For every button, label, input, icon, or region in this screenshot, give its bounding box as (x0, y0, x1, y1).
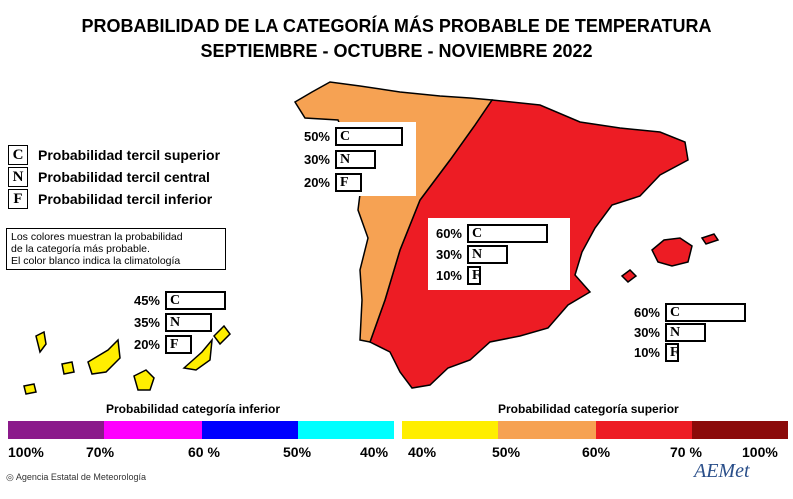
legend-letter-box: F (8, 189, 28, 209)
note-line: Los colores muestran la probabilidad (11, 231, 183, 243)
scale-tick: 40% (408, 444, 437, 460)
scale-swatch-inferior-1 (8, 421, 104, 439)
canarias-la-gomera (61, 361, 75, 375)
scale-swatch-superior-3 (596, 421, 692, 439)
panel-canarias: 45% C 35% N 20% F (126, 288, 226, 358)
scale-tick: 50% (283, 444, 312, 460)
bar-c: C (665, 303, 746, 322)
row-n: 30% N (626, 323, 706, 342)
pct-f: 20% (133, 337, 160, 352)
bar-c: C (165, 291, 226, 310)
scale-tick: 40% (360, 444, 389, 460)
scale-tick: 100% (8, 444, 44, 460)
map-subtitle: SEPTIEMBRE - OCTUBRE - NOVIEMBRE 2022 (200, 41, 593, 61)
agency-name: Agencia Estatal de Meteorología (15, 472, 146, 482)
scale-swatch-inferior-2 (104, 421, 202, 439)
pct-n: 30% (633, 325, 660, 340)
aemet-logo: AEMet (694, 460, 750, 482)
legend-label: Probabilidad tercil inferior (38, 191, 213, 207)
row-f: 20% F (296, 173, 362, 192)
baleares-menorca (700, 233, 720, 245)
canarias-lanzarote (213, 324, 231, 346)
scale-swatch-superior-4 (692, 421, 788, 439)
agency-credit: ◎ Agencia Estatal de Meteorología (6, 472, 146, 483)
bar-n: N (467, 245, 508, 264)
scale-tick: 100% (742, 444, 778, 460)
panel-peninsula: 60% C 30% N 10% F (428, 218, 570, 290)
canarias-la-palma (35, 330, 47, 354)
row-c: 60% C (626, 303, 746, 322)
row-c: 60% C (428, 224, 548, 243)
pct-c: 60% (633, 305, 660, 320)
legend-label: Probabilidad tercil central (38, 169, 210, 185)
bar-c: C (467, 224, 548, 243)
row-n: 30% N (296, 150, 376, 169)
pct-c: 45% (133, 293, 160, 308)
scale-swatch-inferior-3 (202, 421, 298, 439)
row-f: 10% F (626, 343, 679, 362)
row-c: 50% C (296, 127, 403, 146)
scale-tick: 70 % (670, 444, 702, 460)
pct-n: 30% (435, 247, 462, 262)
map-title: PROBABILIDAD DE LA CATEGORÍA MÁS PROBABL… (81, 16, 712, 36)
pct-c: 50% (303, 129, 330, 144)
legend-item-n: N Probabilidad tercil central (8, 167, 210, 187)
panel-northwest: 50% C 30% N 20% F (296, 122, 416, 196)
pct-f: 10% (435, 268, 462, 283)
legend-item-c: C Probabilidad tercil superior (8, 145, 220, 165)
scale-swatch-superior-2 (498, 421, 596, 439)
bar-f: F (665, 343, 679, 362)
row-f: 10% F (428, 266, 481, 285)
bar-n: N (335, 150, 376, 169)
scale-tick: 60% (582, 444, 611, 460)
scale-tick: 70% (86, 444, 115, 460)
scale-tick: 60 % (188, 444, 220, 460)
row-n: 30% N (428, 245, 508, 264)
panel-baleares: 60% C 30% N 10% F (626, 300, 766, 364)
baleares-ibiza (620, 269, 638, 283)
bar-f: F (165, 335, 192, 354)
bar-n: N (165, 313, 212, 332)
legend-letter-box: C (8, 145, 28, 165)
pct-c: 60% (435, 226, 462, 241)
canarias-fuerteventura (182, 337, 213, 371)
pct-f: 20% (303, 175, 330, 190)
scale-tick: 50% (492, 444, 521, 460)
scale-swatch-inferior-4 (298, 421, 394, 439)
scale-swatch-superior-1 (402, 421, 498, 439)
baleares-mallorca (651, 237, 693, 267)
note-line: El color blanco indica la climatología (11, 255, 181, 267)
row-c: 45% C (126, 291, 226, 310)
legend-label: Probabilidad tercil superior (38, 147, 221, 163)
pct-n: 30% (303, 152, 330, 167)
agency-logo-icon: ◎ (6, 472, 14, 482)
canarias-tenerife (87, 338, 121, 375)
bar-f: F (335, 173, 362, 192)
canarias-el-hierro (23, 383, 37, 395)
canarias-gran-canaria (133, 369, 155, 391)
bar-n: N (665, 323, 706, 342)
legend-letter-box: N (8, 167, 28, 187)
scale-inferior-label: Probabilidad categoría inferior (106, 402, 281, 416)
scale-superior-label: Probabilidad categoría superior (498, 402, 679, 416)
row-n: 35% N (126, 313, 212, 332)
legend-note: Los colores muestran la probabilidad de … (6, 228, 226, 270)
pct-f: 10% (633, 345, 660, 360)
bar-c: C (335, 127, 403, 146)
note-line: de la categoría más probable. (11, 243, 150, 255)
bar-f: F (467, 266, 481, 285)
pct-n: 35% (133, 315, 160, 330)
row-f: 20% F (126, 335, 192, 354)
legend-item-f: F Probabilidad tercil inferior (8, 189, 212, 209)
